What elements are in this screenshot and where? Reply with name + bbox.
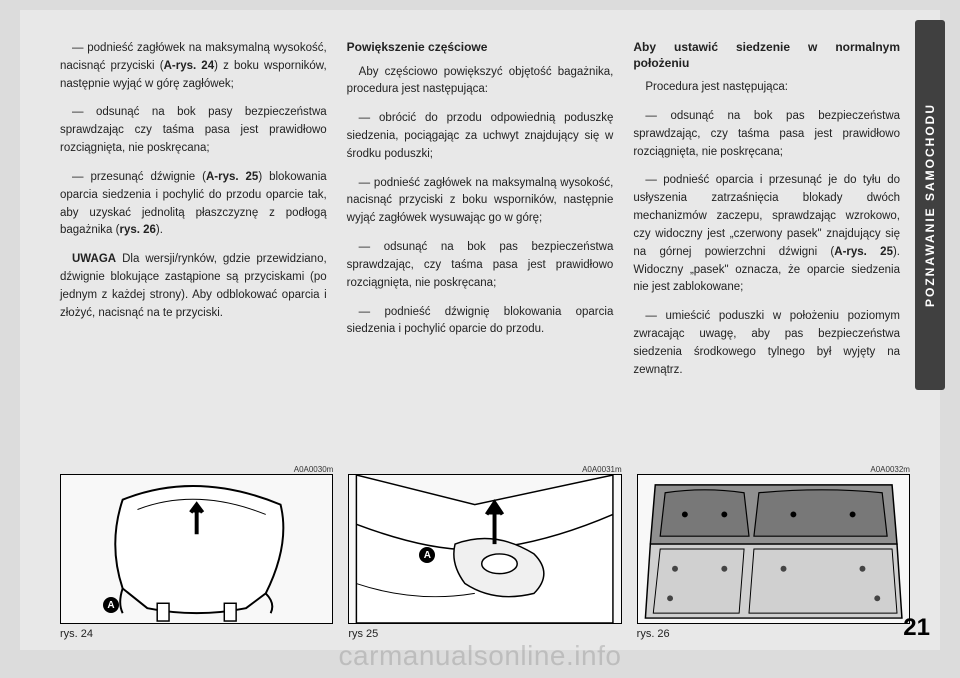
c3-p2: — odsunąć na bok pas bezpieczeństwa spra… <box>633 108 900 161</box>
figure-26: A0A0032m <box>637 465 910 640</box>
trunk-drawing <box>638 475 909 623</box>
page-number: 21 <box>903 614 930 642</box>
fig-image-26 <box>637 474 910 624</box>
c3-p4: — umieścić poduszki w położeniu poziomym… <box>633 308 900 379</box>
headrest-drawing <box>61 475 332 623</box>
c3-heading: Aby ustawić siedzenie w normalnym położe… <box>633 40 900 71</box>
c2-p4: — odsunąć na bok pas bezpieczeństwa spra… <box>347 239 614 292</box>
fig-caption: rys 25 <box>348 628 621 640</box>
marker-a: A <box>103 597 119 613</box>
c2-p2: — obrócić do przodu odpowiednią poduszkę… <box>347 110 614 163</box>
c2-p1: Aby częściowo powiększyć objętość bagażn… <box>347 64 614 100</box>
c3-p1: Procedura jest następująca: <box>633 79 900 97</box>
figures-row: A0A0030m A rys. 24 A0A0031m <box>60 465 910 640</box>
manual-page: POZNAWANIE SAMOCHODU — podnieść zagłówek… <box>20 10 940 650</box>
fig-image-25: A <box>348 474 621 624</box>
fig-code: A0A0032m <box>637 465 910 474</box>
text-columns: — podnieść zagłówek na maksymalną wysoko… <box>60 40 900 390</box>
lever-drawing <box>349 475 620 623</box>
c2-p5: — podnieść dźwignię blokowania oparcia s… <box>347 304 614 340</box>
c1-p3: — przesunąć dźwignie (A-rys. 25) blokowa… <box>60 169 327 240</box>
c3-p3: — podnieść oparcia i przesunąć je do tył… <box>633 172 900 297</box>
c2-heading: Powiększenie częściowe <box>347 40 614 56</box>
c1-p4: UWAGA Dla wersji/rynków, gdzie przewidzi… <box>60 251 327 322</box>
c2-p3: — podnieść zagłówek na maksymalną wysoko… <box>347 175 614 228</box>
c1-p1: — podnieść zagłówek na maksymalną wysoko… <box>60 40 327 93</box>
figure-25: A0A0031m A rys 25 <box>348 465 621 640</box>
fig-code: A0A0031m <box>348 465 621 474</box>
fig-caption: rys. 26 <box>637 628 910 640</box>
section-tab: POZNAWANIE SAMOCHODU <box>915 20 945 390</box>
column-2: Powiększenie częściowe Aby częściowo pow… <box>347 40 614 390</box>
c1-p2: — odsunąć na bok pasy bezpieczeństwa spr… <box>60 104 327 157</box>
fig-image-24: A <box>60 474 333 624</box>
fig-caption: rys. 24 <box>60 628 333 640</box>
section-label: POZNAWANIE SAMOCHODU <box>923 103 937 307</box>
column-3: Aby ustawić siedzenie w normalnym położe… <box>633 40 900 390</box>
column-1: — podnieść zagłówek na maksymalną wysoko… <box>60 40 327 390</box>
figure-24: A0A0030m A rys. 24 <box>60 465 333 640</box>
fig-code: A0A0030m <box>60 465 333 474</box>
